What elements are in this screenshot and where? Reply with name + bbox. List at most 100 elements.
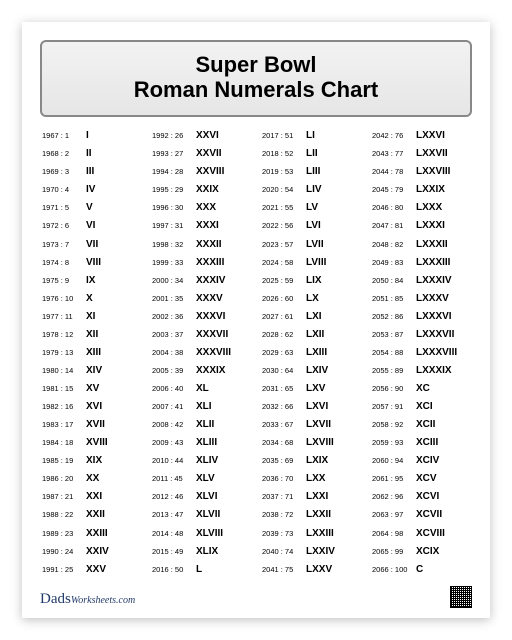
- roman-numeral: LXII: [300, 329, 324, 340]
- year-number: 2024 : 58: [260, 258, 300, 267]
- roman-numeral: XCIII: [410, 437, 438, 448]
- table-row: 2033 : 67LXVII: [260, 416, 362, 434]
- table-row: 2061 : 95XCV: [370, 470, 472, 488]
- year-number: 1976 : 10: [40, 294, 80, 303]
- roman-numeral: XLII: [190, 419, 214, 430]
- brand-suffix: Worksheets.com: [71, 595, 135, 606]
- roman-numeral: XCII: [410, 419, 435, 430]
- table-row: 2027 : 61LXI: [260, 307, 362, 325]
- table-row: 2047 : 81LXXXI: [370, 217, 472, 235]
- year-number: 2054 : 88: [370, 348, 410, 357]
- brand-logo: DadsWorksheets.com: [40, 591, 135, 608]
- roman-numeral: LVIII: [300, 257, 326, 268]
- year-number: 2043 : 77: [370, 149, 410, 158]
- table-row: 1969 : 3III: [40, 163, 142, 181]
- data-columns: 1967 : 1I1968 : 2II1969 : 3III1970 : 4IV…: [40, 127, 472, 578]
- year-number: 2042 : 76: [370, 131, 410, 140]
- roman-numeral: VII: [80, 239, 98, 250]
- table-row: 2034 : 68LXVIII: [260, 434, 362, 452]
- roman-numeral: LXXII: [300, 509, 331, 520]
- year-number: 2022 : 56: [260, 221, 300, 230]
- roman-numeral: XXII: [80, 509, 105, 520]
- year-number: 2052 : 86: [370, 312, 410, 321]
- table-row: 2014 : 48XLVIII: [150, 524, 252, 542]
- year-number: 1995 : 29: [150, 185, 190, 194]
- year-number: 2030 : 64: [260, 366, 300, 375]
- year-number: 1996 : 30: [150, 203, 190, 212]
- year-number: 1986 : 20: [40, 474, 80, 483]
- year-number: 2059 : 93: [370, 438, 410, 447]
- roman-numeral: I: [80, 130, 89, 141]
- year-number: 2041 : 75: [260, 565, 300, 574]
- roman-numeral: XLVI: [190, 491, 217, 502]
- roman-numeral: LII: [300, 148, 318, 159]
- year-number: 2020 : 54: [260, 185, 300, 194]
- roman-numeral: L: [190, 564, 202, 575]
- roman-numeral: XIII: [80, 347, 101, 358]
- table-row: 1976 : 10X: [40, 289, 142, 307]
- table-row: 1980 : 14XIV: [40, 361, 142, 379]
- table-row: 2045 : 79LXXIX: [370, 181, 472, 199]
- year-number: 2060 : 94: [370, 456, 410, 465]
- roman-numeral: LXIX: [300, 455, 328, 466]
- roman-numeral: C: [410, 564, 423, 575]
- roman-numeral: XIX: [80, 455, 102, 466]
- table-row: 2011 : 45XLV: [150, 470, 252, 488]
- table-row: 2064 : 98XCVIII: [370, 524, 472, 542]
- roman-numeral: XXIX: [190, 184, 219, 195]
- roman-numeral: LXXXIX: [410, 365, 452, 376]
- year-number: 2066 : 100: [370, 565, 410, 574]
- table-row: 2063 : 97XCVII: [370, 506, 472, 524]
- year-number: 1973 : 7: [40, 240, 80, 249]
- column: 1992 : 26XXVI1993 : 27XXVII1994 : 28XXVI…: [150, 127, 252, 578]
- year-number: 2009 : 43: [150, 438, 190, 447]
- roman-numeral: LXXXIV: [410, 275, 452, 286]
- roman-numeral: XLV: [190, 473, 215, 484]
- roman-numeral: XXVI: [190, 130, 219, 141]
- roman-numeral: III: [80, 166, 94, 177]
- table-row: 1997 : 31XXXI: [150, 217, 252, 235]
- year-number: 2039 : 73: [260, 529, 300, 538]
- year-number: 2021 : 55: [260, 203, 300, 212]
- year-number: 2061 : 95: [370, 474, 410, 483]
- table-row: 2039 : 73LXXIII: [260, 524, 362, 542]
- roman-numeral: XXXVI: [190, 311, 225, 322]
- year-number: 2004 : 38: [150, 348, 190, 357]
- table-row: 1998 : 32XXXII: [150, 235, 252, 253]
- table-row: 2005 : 39XXXIX: [150, 361, 252, 379]
- table-row: 2035 : 69LXIX: [260, 452, 362, 470]
- roman-numeral: XXXVII: [190, 329, 228, 340]
- year-number: 2035 : 69: [260, 456, 300, 465]
- table-row: 2004 : 38XXXVIII: [150, 343, 252, 361]
- roman-numeral: XCIX: [410, 546, 439, 557]
- roman-numeral: XXXIV: [190, 275, 225, 286]
- roman-numeral: LXXV: [300, 564, 332, 575]
- roman-numeral: XI: [80, 311, 95, 322]
- worksheet-page: Super Bowl Roman Numerals Chart 1967 : 1…: [22, 22, 490, 618]
- year-number: 1970 : 4: [40, 185, 80, 194]
- year-number: 2008 : 42: [150, 420, 190, 429]
- roman-numeral: XXXI: [190, 220, 219, 231]
- column: 2042 : 76LXXVI2043 : 77LXXVII2044 : 78LX…: [370, 127, 472, 578]
- year-number: 2057 : 91: [370, 402, 410, 411]
- table-row: 2016 : 50L: [150, 560, 252, 578]
- roman-numeral: IV: [80, 184, 95, 195]
- year-number: 2037 : 71: [260, 492, 300, 501]
- table-row: 2023 : 57LVII: [260, 235, 362, 253]
- year-number: 2027 : 61: [260, 312, 300, 321]
- table-row: 1968 : 2II: [40, 145, 142, 163]
- roman-numeral: XLIII: [190, 437, 217, 448]
- table-row: 2040 : 74LXXIV: [260, 542, 362, 560]
- table-row: 2025 : 59LIX: [260, 271, 362, 289]
- table-row: 2065 : 99XCIX: [370, 542, 472, 560]
- column: 1967 : 1I1968 : 2II1969 : 3III1970 : 4IV…: [40, 127, 142, 578]
- year-number: 1987 : 21: [40, 492, 80, 501]
- year-number: 2062 : 96: [370, 492, 410, 501]
- year-number: 1968 : 2: [40, 149, 80, 158]
- roman-numeral: LXIV: [300, 365, 328, 376]
- roman-numeral: LXVIII: [300, 437, 334, 448]
- table-row: 2001 : 35XXXV: [150, 289, 252, 307]
- roman-numeral: LXXXVII: [410, 329, 454, 340]
- year-number: 1985 : 19: [40, 456, 80, 465]
- year-number: 2048 : 82: [370, 240, 410, 249]
